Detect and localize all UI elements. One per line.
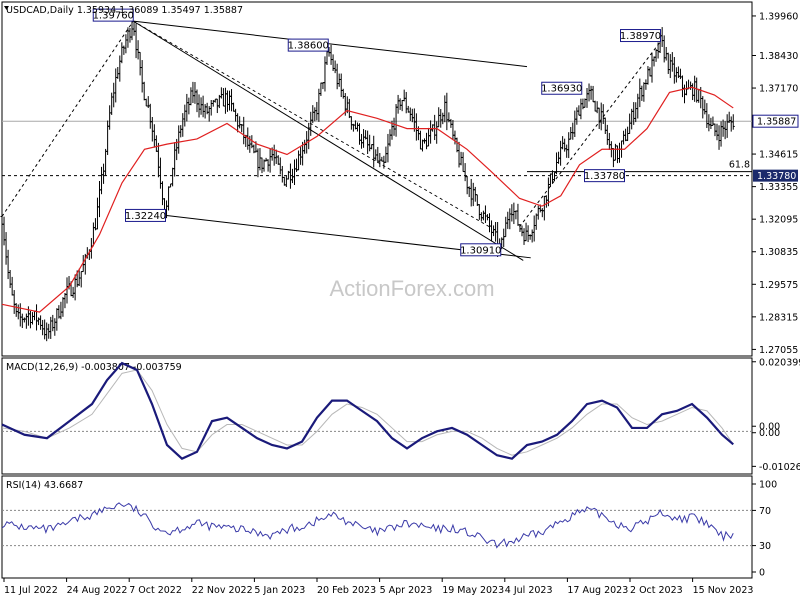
pivot-box-3 [460,243,502,257]
trendline-5 [519,41,661,228]
current-price-tag [752,114,799,128]
pivot-label-2: 1.32240 [125,211,166,222]
xtick-label-5: 20 Feb 2023 [317,585,376,596]
xtick-label-11: 15 Nov 2023 [693,585,754,596]
macd-ytick-label-1: 0.00 [759,422,780,433]
price-ytick-label-4: 1.34615 [759,150,798,161]
rsi-panel-frame [1,475,753,579]
price-ytick-label-7: 1.32095 [759,215,798,226]
rsi-ytick-label-3: 0 [759,568,765,579]
pivot-box-1 [287,38,329,52]
rsi-ytick-label-0: 100 [759,480,777,491]
price-ytick-label-10: 1.28315 [759,312,798,323]
rsi-title: RSI(14) 43.6687 [6,480,83,491]
pivot-label-1: 1.38600 [288,41,329,52]
pivot-box-5 [620,29,661,43]
xtick-label-10: 2 Oct 2023 [630,585,683,596]
xtick-label-8: 4 Jul 2023 [505,585,553,596]
xtick-label-2: 7 Oct 2022 [129,585,182,596]
macd-signal-line [1,369,734,456]
macd-ytick-label-3: -0.01026 [759,462,800,473]
xtick-label-1: 24 Aug 2022 [67,585,128,596]
pivot-label-6: 1.33780 [584,171,625,182]
pivot-box-0 [92,8,134,22]
macd-title: MACD(12,26,9) -0.003807 -0.003759 [6,362,182,373]
xtick-label-6: 5 Apr 2023 [380,585,433,596]
rsi-line [1,502,734,549]
trendline-3 [132,20,490,228]
pivot-label-3: 1.30910 [460,245,501,256]
pivot-label-4: 1.36930 [541,84,582,95]
macd-ytick-label-0: 0.020399 [759,357,800,368]
dropdown-triangle-icon [4,6,9,10]
macd-ytick-label-2: 0.00 [759,428,780,439]
support-tag [753,169,798,182]
trendline-2 [133,20,528,68]
price-ytick-label-0: 1.39960 [759,11,798,22]
xtick-label-9: 17 Aug 2023 [567,585,628,596]
macd-panel-frame [1,357,753,475]
rsi-ytick-label-1: 70 [759,506,771,517]
price-ytick-label-6: 1.33355 [759,182,798,193]
moving-average-line [1,86,734,313]
price-ytick-label-9: 1.29575 [759,280,798,291]
price-ytick-label-8: 1.30835 [759,247,798,258]
trendline-0 [132,20,524,261]
pivot-label-0: 1.39760 [93,11,134,22]
chart-header: USDCAD,Daily 1.35934 1.36089 1.35497 1.3… [6,5,243,16]
xtick-label-7: 19 May 2023 [442,585,504,596]
price-panel-frame [1,1,753,357]
price-ytick-label-2: 1.37170 [759,84,798,95]
rsi-ytick-label-2: 30 [759,541,771,552]
watermark: ActionForex.com [329,276,494,301]
xtick-label-0: 11 Jul 2022 [4,585,58,596]
price-ytick-label-1: 1.38430 [759,51,798,62]
price-ytick-label-11: 1.27055 [759,345,798,356]
pivot-box-6 [584,169,625,183]
fib-label: 61.8 [729,160,750,171]
macd-line [1,361,734,460]
xtick-label-4: 5 Jan 2023 [254,585,305,596]
current-price-tag-label: 1.35887 [757,117,796,128]
pivot-label-5: 1.38970 [620,31,661,42]
pivot-box-2 [125,208,166,222]
support-tag-label: 1.33780 [757,171,796,182]
pivot-box-4 [541,81,583,95]
xtick-label-3: 22 Nov 2022 [192,585,253,596]
